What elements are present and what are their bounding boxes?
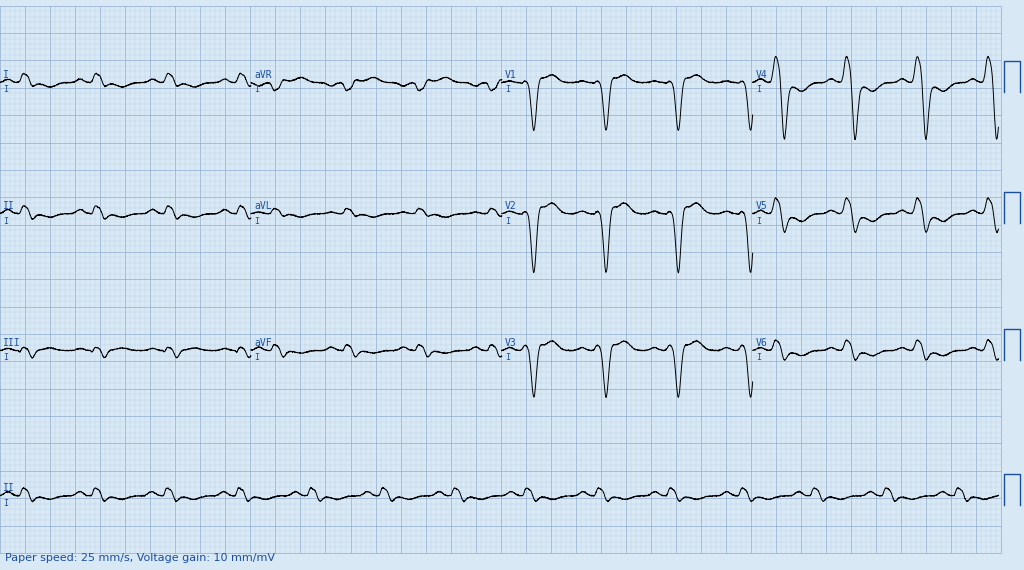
Text: II: II	[3, 201, 14, 211]
Text: V3: V3	[505, 337, 516, 348]
Text: aVL: aVL	[254, 201, 271, 211]
Text: I: I	[756, 217, 761, 226]
Text: Paper speed: 25 mm/s, Voltage gain: 10 mm/mV: Paper speed: 25 mm/s, Voltage gain: 10 m…	[5, 553, 275, 563]
Text: I: I	[3, 499, 8, 508]
Text: I: I	[505, 353, 510, 363]
Text: I: I	[254, 217, 259, 226]
Text: I: I	[505, 86, 510, 95]
Text: I: I	[756, 353, 761, 363]
Text: II: II	[3, 483, 14, 493]
Text: V5: V5	[756, 201, 767, 211]
Text: I: I	[254, 353, 259, 363]
Text: I: I	[3, 353, 8, 363]
Text: I: I	[505, 217, 510, 226]
Text: aVF: aVF	[254, 337, 271, 348]
Text: aVR: aVR	[254, 70, 271, 80]
Text: I: I	[3, 86, 8, 95]
Text: V1: V1	[505, 70, 516, 80]
Text: III: III	[3, 337, 20, 348]
Text: V2: V2	[505, 201, 516, 211]
Text: I: I	[3, 217, 8, 226]
Text: I: I	[756, 86, 761, 95]
Text: V4: V4	[756, 70, 767, 80]
Text: V6: V6	[756, 337, 767, 348]
Text: I: I	[3, 70, 9, 80]
Text: I: I	[254, 86, 259, 95]
